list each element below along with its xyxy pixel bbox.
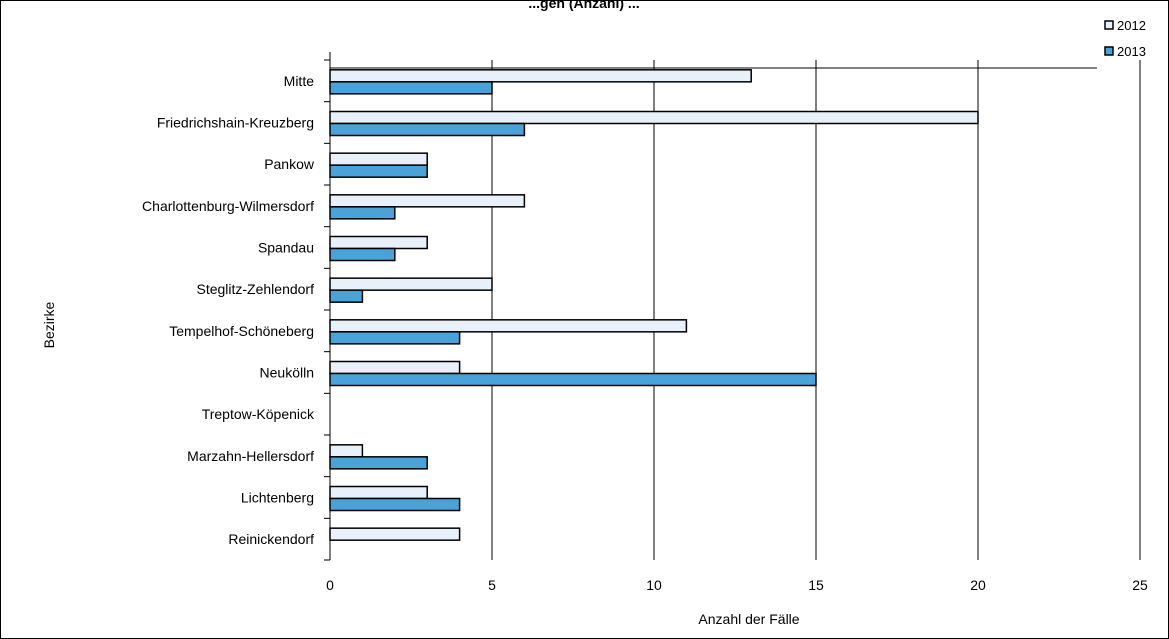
legend-swatch-2013	[1104, 46, 1114, 56]
category-label: Lichtenberg	[241, 490, 314, 506]
x-axis-label: Anzahl der Fälle	[698, 611, 799, 627]
x-tick-label: 25	[1132, 577, 1148, 593]
category-label: Pankow	[264, 156, 315, 172]
x-tick-labels: 0 5 10 15 20 25	[326, 577, 1148, 593]
category-label: Neukölln	[260, 365, 314, 381]
category-label: Friedrichshain-Kreuzberg	[157, 115, 314, 131]
bar-2013-1	[329, 122, 526, 137]
gridlines	[491, 60, 1141, 560]
bar-2013-2	[329, 164, 428, 178]
bar-2013-7	[329, 372, 817, 387]
bar-2012-2	[329, 152, 428, 166]
category-label: Spandau	[258, 240, 314, 256]
y-axis-label: Bezirke	[41, 301, 57, 348]
category-labels: Mitte Friedrichshain-Kreuzberg Pankow Charl…	[142, 73, 315, 547]
bar-2013-5	[329, 289, 364, 303]
bar-2013-6	[329, 331, 461, 345]
x-tick-label: 0	[326, 577, 334, 593]
category-label: Treptow-Köpenick	[202, 406, 315, 422]
category-label: Reinickendorf	[228, 531, 314, 547]
legend-swatch-2012	[1104, 20, 1114, 30]
bar-2012-11	[329, 527, 461, 541]
x-tick-label: 20	[970, 577, 986, 593]
bar-2013-9	[329, 456, 428, 470]
legend-label-2012: 2012	[1117, 18, 1146, 33]
bar-2012-7	[329, 360, 461, 375]
bar-2013-3	[329, 206, 396, 220]
legend-label-2013: 2013	[1117, 44, 1146, 59]
x-tick-label: 5	[488, 577, 496, 593]
axes	[324, 52, 331, 561]
x-tick-label: 10	[646, 577, 662, 593]
chart-title: ...gen (Anzahl) ...	[528, 0, 639, 11]
bar-2012-10	[329, 485, 428, 500]
category-label: Charlottenburg-Wilmersdorf	[142, 198, 314, 214]
category-label: Steglitz-Zehlendorf	[196, 281, 314, 297]
bar-2012-6	[329, 319, 688, 333]
x-tick-label: 15	[808, 577, 824, 593]
category-label: Tempelhof-Schöneberg	[169, 323, 314, 339]
bar-2013-4	[329, 247, 396, 262]
bar-2012-3	[329, 194, 526, 208]
legend: 2012 2013	[330, 18, 1146, 69]
category-label: Marzahn-Hellersdorf	[187, 448, 314, 464]
bar-2012-1	[329, 110, 979, 125]
bar-2013-0	[329, 81, 493, 95]
bar-2013-10	[329, 497, 461, 512]
bar-2012-5	[329, 277, 493, 291]
bar-2012-4	[329, 235, 428, 250]
bar-2012-0	[329, 69, 752, 83]
bar-2012-9	[329, 444, 364, 458]
category-label: Mitte	[284, 73, 315, 89]
